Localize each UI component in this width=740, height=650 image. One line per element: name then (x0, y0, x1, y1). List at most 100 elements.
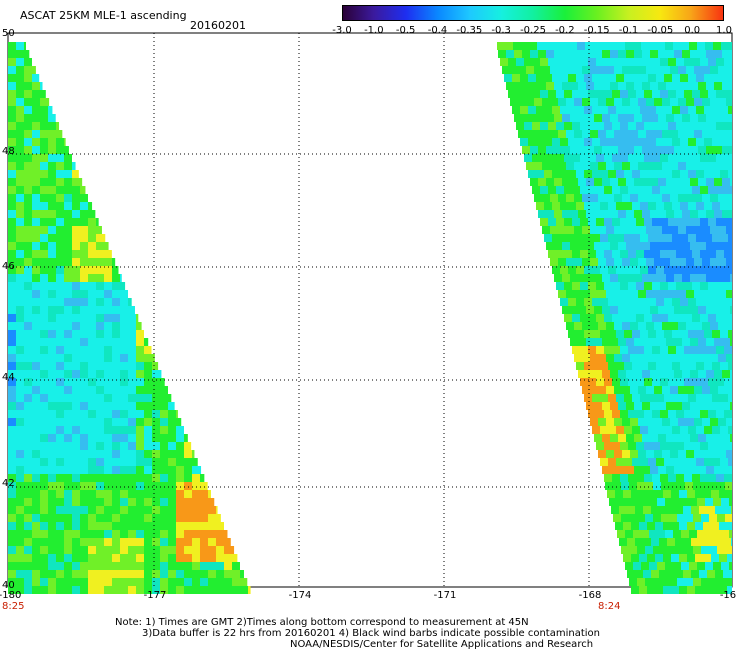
swath-cell (678, 162, 686, 170)
swath-cell (32, 322, 40, 330)
swath-cell (706, 434, 714, 442)
swath-cell (662, 322, 670, 330)
swath-cell (642, 466, 650, 474)
swath-cell (56, 426, 64, 434)
swath-cell (584, 394, 592, 402)
swath-cell (40, 170, 48, 178)
swath-cell (32, 314, 40, 322)
swath-cell (104, 482, 112, 490)
swath-cell (40, 514, 48, 522)
swath-cell (24, 474, 32, 482)
swath-cell (96, 498, 104, 506)
swath-cell (620, 58, 628, 66)
swath-cell (136, 506, 144, 514)
swath-cell (592, 298, 600, 306)
swath-cell (602, 306, 610, 314)
swath-cell (620, 218, 628, 226)
swath-cell (616, 362, 624, 370)
swath-cell (152, 570, 160, 578)
swath-cell (104, 466, 112, 474)
swath-cell (674, 338, 682, 346)
swath-cell (636, 186, 644, 194)
swath-cell (676, 250, 684, 258)
swath-cell (88, 234, 96, 242)
swath-cell (727, 490, 732, 498)
swath-cell (668, 314, 676, 322)
swath-cell (16, 170, 24, 178)
swath-cell (144, 354, 152, 362)
swath-cell (592, 330, 600, 338)
swath-cell (72, 202, 80, 210)
swath-cell (32, 402, 40, 410)
swath-cell (96, 378, 104, 386)
swath-cell (730, 370, 732, 378)
swath-cell (674, 146, 682, 154)
swath-cell (88, 362, 96, 370)
swath-cell (64, 338, 72, 346)
swath-cell (88, 266, 96, 274)
swath-cell (710, 450, 718, 458)
swath-cell (8, 402, 16, 410)
swath-cell (48, 386, 56, 394)
lat-label-48: 48 (2, 146, 15, 157)
swath-cell (524, 58, 532, 66)
swath-cell (618, 242, 626, 250)
swath-cell (136, 378, 144, 386)
swath-cell (660, 378, 668, 386)
swath-cell (668, 90, 676, 98)
swath-cell (518, 98, 526, 106)
swath-cell (24, 346, 32, 354)
swath-cell (612, 122, 620, 130)
swath-cell (700, 58, 708, 66)
swath-cell (600, 266, 608, 274)
swath-cell (80, 458, 88, 466)
swath-cell (698, 274, 706, 282)
swath-cell (80, 498, 88, 506)
swath-cell (80, 178, 83, 186)
swath-cell (216, 570, 224, 578)
swath-cell (670, 258, 678, 266)
swath-cell (568, 106, 576, 114)
swath-cell (628, 58, 636, 66)
swath-cell (706, 466, 714, 474)
swath-cell (566, 98, 574, 106)
swath-cell (128, 530, 136, 538)
swath-cell (48, 530, 56, 538)
swath-cell (32, 522, 40, 530)
swath-cell (718, 354, 726, 362)
swath-cell (56, 474, 64, 482)
swath-cell (112, 330, 120, 338)
swath-cell (714, 114, 722, 122)
swath-cell (570, 178, 578, 186)
swath-cell (534, 194, 542, 202)
swath-cell (224, 578, 232, 586)
swath-cell (128, 410, 136, 418)
swath-cell (569, 42, 577, 50)
swath-cell (160, 570, 168, 578)
swath-cell (696, 74, 704, 82)
swath-cell (627, 506, 635, 514)
swath-cell (112, 498, 120, 506)
swath-cell (656, 106, 664, 114)
swath-cell (679, 490, 687, 498)
swath-cell (40, 298, 48, 306)
swath-cell (712, 426, 720, 434)
swath-cell (192, 578, 200, 586)
swath-cell (634, 370, 642, 378)
swath-cell (610, 370, 618, 378)
swath-cell (576, 74, 584, 82)
swath-cell (717, 546, 725, 554)
swath-cell (707, 538, 715, 546)
swath-cell (718, 418, 726, 426)
swath-cell (72, 218, 80, 226)
swath-cell (16, 354, 24, 362)
swath-cell (621, 514, 629, 522)
swath-cell (634, 242, 642, 250)
swath-cell (711, 586, 719, 594)
swath-cell (614, 194, 622, 202)
swath-cell (40, 98, 48, 106)
swath-cell (72, 466, 80, 474)
swath-cell (650, 274, 658, 282)
swath-cell (673, 530, 681, 538)
swath-cell (664, 362, 672, 370)
